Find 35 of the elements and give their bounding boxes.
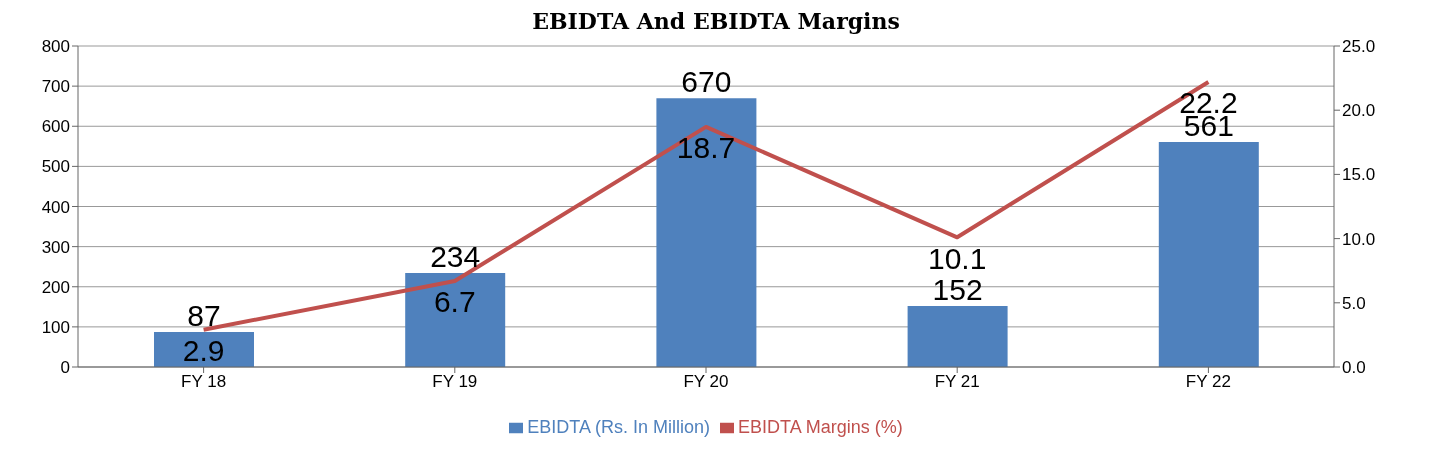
y2-tick-label: 10.0 (1342, 229, 1376, 249)
data-label: 2.9 (182, 334, 225, 368)
y-tick-label: 500 (41, 157, 70, 177)
data-label: 152 (932, 273, 983, 307)
y2-tick-label: 15.0 (1342, 165, 1376, 185)
y-tick-label: 200 (41, 277, 70, 297)
legend-label: EBIDTA Margins (%) (738, 417, 903, 437)
data-label: 18.7 (676, 131, 736, 165)
y-tick-label: 0 (60, 358, 70, 377)
bar (656, 98, 757, 367)
y2-tick-label: 25.0 (1342, 37, 1376, 56)
y2-tick-label: 5.0 (1342, 293, 1366, 313)
chart-title: EBIDTA And EBIDTA Margins (531, 8, 901, 36)
y-tick-label: 700 (41, 77, 70, 97)
x-tick-label: FY 21 (934, 372, 980, 392)
data-label: 670 (681, 65, 732, 99)
x-tick-label: FY 20 (683, 372, 729, 392)
y2-tick-label: 0.0 (1342, 358, 1366, 377)
y-tick-label: 800 (41, 37, 70, 56)
data-label: 6.7 (433, 285, 476, 319)
data-label: 10.1 (928, 241, 987, 275)
x-tick-label: FY 19 (432, 372, 478, 392)
data-label: 234 (430, 240, 481, 274)
bar (1158, 141, 1259, 367)
y-tick-label: 400 (41, 197, 70, 217)
bar (907, 306, 1008, 367)
x-tick-label: FY 18 (181, 372, 227, 392)
x-tick-label: FY 22 (1185, 372, 1231, 392)
bar (405, 273, 506, 367)
y-tick-label: 300 (41, 237, 70, 257)
y2-tick-label: 20.0 (1342, 101, 1376, 121)
data-label: 87 (187, 299, 221, 333)
y-tick-label: 100 (41, 317, 70, 337)
y-tick-label: 600 (41, 117, 70, 137)
legend-label: EBIDTA (Rs. In Million) (527, 417, 710, 437)
